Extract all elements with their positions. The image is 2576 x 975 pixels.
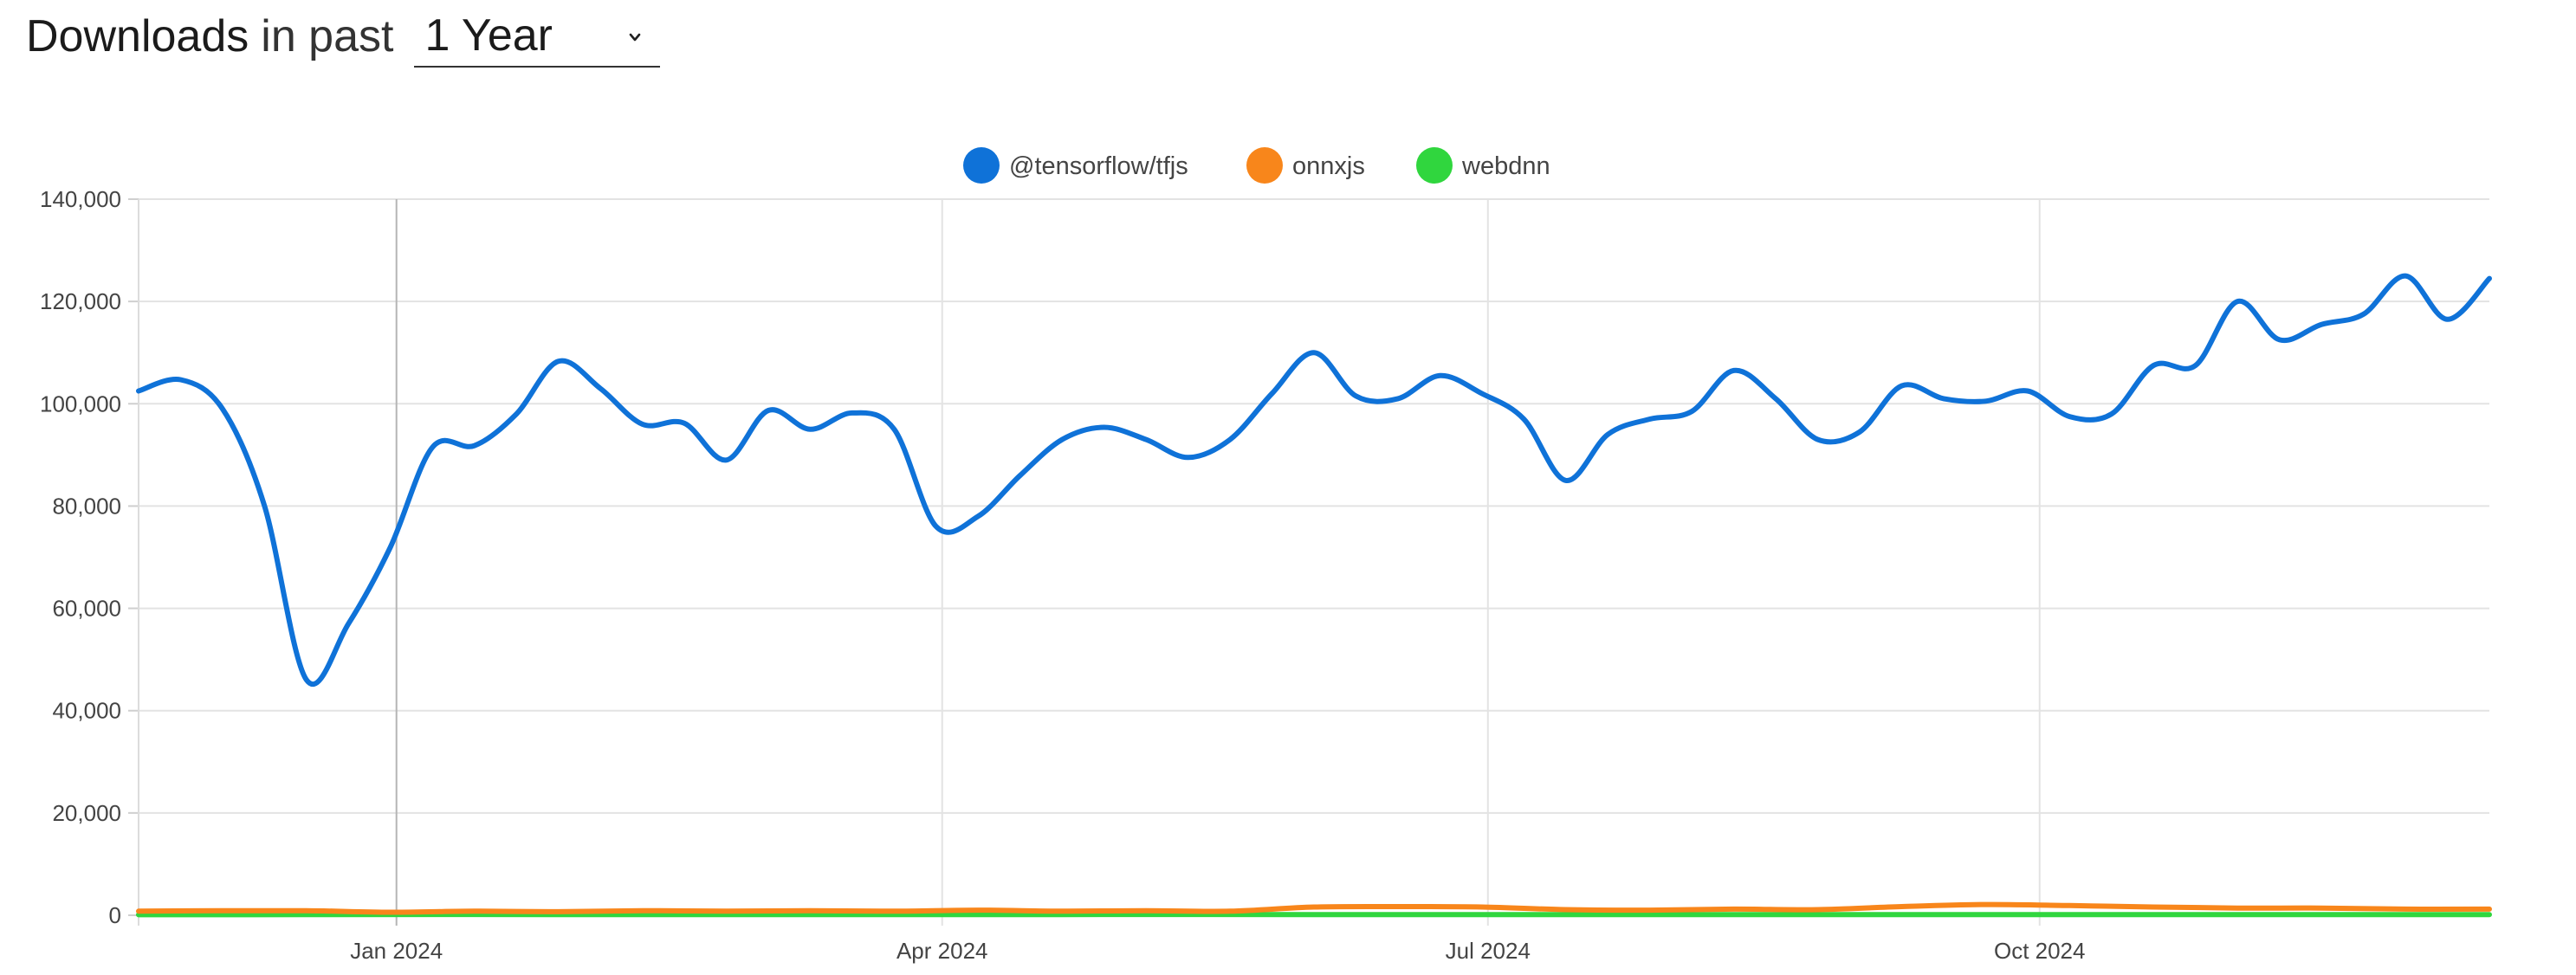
- legend-swatch: [963, 147, 1000, 184]
- x-tick-label: Jul 2024: [1446, 938, 1531, 964]
- chart-legend[interactable]: @tensorflow/tfjs onnxjs webdnn: [963, 147, 1550, 184]
- x-tick-label: Oct 2024: [1994, 938, 2086, 964]
- legend-swatch: [1416, 147, 1453, 184]
- period-select[interactable]: 1 Year: [414, 5, 661, 68]
- y-tick-label: 0: [109, 902, 121, 928]
- y-tick-label: 40,000: [52, 698, 121, 724]
- y-tick-label: 80,000: [52, 493, 121, 519]
- x-axis-ticks: Jan 2024 Apr 2024 Jul 2024 Oct 2024: [350, 938, 2085, 964]
- chevron-down-icon: [630, 33, 641, 42]
- y-axis-ticks: 0 20,000 40,000 60,000 80,000 100,000 120,000 1…: [40, 186, 121, 928]
- y-tick-label: 140,000: [40, 186, 121, 212]
- x-tick-label: Jan 2024: [350, 938, 443, 964]
- downloads-title: Downloads: [26, 11, 249, 61]
- downloads-title-suffix: in past: [261, 11, 394, 61]
- y-tick-label: 20,000: [52, 800, 121, 826]
- legend-label: @tensorflow/tfjs: [1009, 152, 1188, 180]
- series-line-onnxjs: [136, 901, 2492, 915]
- y-tick-label: 100,000: [40, 391, 121, 416]
- legend-item-tensorflow-tfjs[interactable]: @tensorflow/tfjs: [963, 147, 1188, 184]
- y-tick-label: 60,000: [52, 596, 121, 622]
- legend-label: webdnn: [1461, 152, 1550, 180]
- period-select-value: 1 Year: [424, 10, 553, 61]
- legend-item-onnxjs[interactable]: onnxjs: [1246, 147, 1365, 184]
- legend-item-webdnn[interactable]: webdnn: [1416, 147, 1550, 184]
- downloads-header: Downloads in past 1 Year: [26, 3, 661, 69]
- y-tick-label: 120,000: [40, 288, 121, 314]
- series-layer: [136, 273, 2492, 918]
- grid-layer: [128, 198, 2489, 926]
- series-line-tensorflow-tfjs: [136, 273, 2492, 688]
- legend-swatch: [1246, 147, 1283, 184]
- x-tick-label: Apr 2024: [896, 938, 988, 964]
- legend-label: onnxjs: [1292, 152, 1365, 180]
